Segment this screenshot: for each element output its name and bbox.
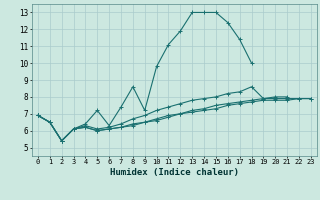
- X-axis label: Humidex (Indice chaleur): Humidex (Indice chaleur): [110, 168, 239, 177]
